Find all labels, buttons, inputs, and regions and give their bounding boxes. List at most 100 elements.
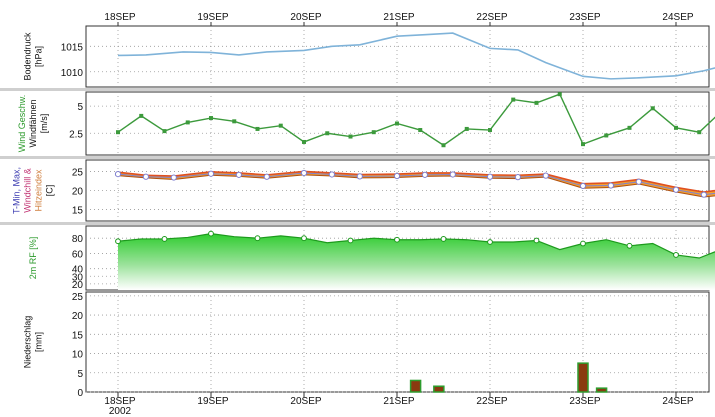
y-axis-label: [hPa] bbox=[34, 46, 44, 67]
y-axis-label: Niederschlag bbox=[23, 316, 33, 369]
y-axis-label: [mm] bbox=[34, 332, 44, 352]
y-tick-label: 20 bbox=[72, 280, 84, 291]
panel-frame bbox=[85, 25, 710, 88]
precipitation-bar bbox=[577, 362, 589, 393]
x-tick-label-bottom: 23SEP bbox=[569, 396, 600, 407]
windchill-point bbox=[142, 173, 149, 180]
y-tick-label: 20 bbox=[72, 311, 84, 322]
windchill-point bbox=[393, 172, 401, 180]
x-tick-label-bottom: 18SEP bbox=[104, 396, 135, 407]
y-tick-label: 1015 bbox=[61, 42, 84, 53]
wind-speed-point bbox=[325, 131, 330, 136]
y-tick-label: 25 bbox=[72, 292, 84, 303]
windchill-point bbox=[486, 173, 494, 180]
humidity-point bbox=[394, 236, 400, 243]
wind-speed-point bbox=[464, 126, 469, 131]
windchill-point bbox=[449, 171, 456, 178]
windchill-point bbox=[300, 169, 308, 177]
wind-speed-point bbox=[232, 119, 237, 124]
wind-speed-point bbox=[488, 128, 492, 133]
humidity-point bbox=[115, 238, 121, 245]
windchill-point bbox=[542, 172, 549, 179]
humidity-point bbox=[301, 235, 307, 242]
humidity-point bbox=[254, 235, 261, 242]
windchill-point bbox=[421, 171, 428, 178]
pressure-line bbox=[117, 32, 715, 80]
y-tick-label: 60 bbox=[72, 249, 84, 260]
wind-speed-point bbox=[209, 116, 213, 121]
x-tick-label-bottom: 24SEP bbox=[662, 396, 693, 407]
humidity-point bbox=[487, 239, 493, 245]
y-tick-label: 40 bbox=[72, 265, 84, 276]
windchill-point bbox=[607, 182, 615, 189]
precipitation-bar bbox=[595, 387, 608, 393]
y-axis-label: Windchill & bbox=[23, 168, 33, 213]
humidity-point bbox=[673, 252, 679, 258]
panel-frame bbox=[85, 291, 710, 393]
windchill-point bbox=[635, 178, 642, 185]
windchill-point bbox=[514, 174, 522, 181]
x-tick-label-top: 24SEP bbox=[662, 12, 693, 23]
y-axis-label: T-Min, Max, bbox=[12, 167, 22, 214]
humidity-point bbox=[580, 240, 586, 247]
wind-speed-point bbox=[348, 134, 353, 139]
wind-speed-point bbox=[627, 125, 632, 130]
wind-speed-point bbox=[534, 100, 539, 105]
y-axis-label: Bodendruck bbox=[23, 32, 33, 81]
wind-speed-point bbox=[557, 92, 562, 97]
wind-speed-point bbox=[650, 106, 655, 111]
wind-speed-point bbox=[697, 130, 702, 135]
y-tick-label: 80 bbox=[72, 234, 84, 245]
wind-speed-point bbox=[604, 133, 609, 138]
humidity-point bbox=[347, 237, 354, 244]
windchill-point bbox=[263, 173, 270, 180]
wind-speed-line bbox=[117, 93, 715, 147]
windchill-point bbox=[328, 171, 335, 178]
wind-speed-point bbox=[371, 130, 376, 135]
windchill-point bbox=[235, 171, 242, 178]
x-tick-label-bottom: 22SEP bbox=[476, 396, 507, 407]
x-tick-label-bottom: 20SEP bbox=[290, 396, 321, 407]
temperature-min-line bbox=[117, 174, 715, 198]
wind-speed-point bbox=[395, 121, 399, 126]
x-tick-label-top: 22SEP bbox=[476, 12, 507, 23]
x-tick-label-top: 20SEP bbox=[290, 12, 321, 23]
y-axis-label: Windfähnen bbox=[28, 99, 38, 147]
windchill-point bbox=[170, 174, 177, 181]
windchill-point bbox=[207, 170, 215, 177]
y-tick-label: 10 bbox=[72, 350, 84, 361]
windchill-line bbox=[117, 172, 715, 196]
wind-speed-point bbox=[255, 126, 260, 131]
y-axis-label: [m/s] bbox=[39, 114, 49, 134]
panel-frame bbox=[85, 159, 710, 222]
year-label: 2002 bbox=[109, 406, 132, 417]
y-tick-label: 30 bbox=[72, 272, 84, 283]
y-axis-label: [C] bbox=[45, 185, 55, 197]
y-tick-label: 0 bbox=[77, 388, 83, 399]
wind-speed-point bbox=[674, 125, 678, 130]
wind-speed-point bbox=[418, 128, 423, 133]
y-axis-label: Hitzeindex bbox=[34, 169, 44, 212]
panel-separator bbox=[0, 156, 715, 159]
y-tick-label: 2.5 bbox=[69, 129, 83, 140]
humidity-point bbox=[161, 236, 168, 242]
precipitation-bar bbox=[433, 385, 445, 393]
panel-separator bbox=[0, 222, 715, 225]
windchill-point bbox=[579, 182, 587, 190]
x-tick-label-bottom: 21SEP bbox=[383, 396, 414, 407]
y-tick-label: 15 bbox=[72, 330, 84, 341]
wind-speed-point bbox=[441, 143, 446, 148]
x-tick-label-top: 23SEP bbox=[569, 12, 600, 23]
humidity-point bbox=[208, 230, 214, 237]
humidity-area bbox=[118, 233, 715, 290]
x-tick-label-top: 19SEP bbox=[197, 12, 228, 23]
wind-speed-point bbox=[185, 120, 190, 125]
x-tick-label-top: 21SEP bbox=[383, 12, 414, 23]
wind-speed-point bbox=[302, 139, 306, 144]
x-tick-label-top: 18SEP bbox=[104, 12, 135, 23]
windchill-point bbox=[356, 173, 363, 180]
y-tick-label: 20 bbox=[72, 187, 84, 198]
temperature-max-line bbox=[117, 170, 715, 193]
humidity-point bbox=[533, 237, 540, 244]
